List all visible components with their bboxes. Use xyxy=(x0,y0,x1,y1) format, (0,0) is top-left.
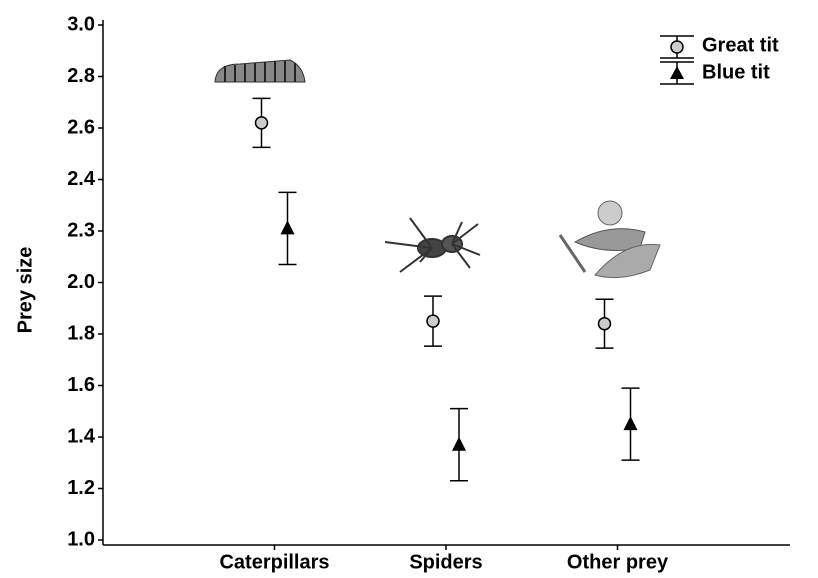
legend-label: Great tit xyxy=(702,34,779,56)
point xyxy=(452,436,466,451)
y-tick-label: 1.4 xyxy=(67,425,96,447)
y-tick-label: 2.8 xyxy=(67,65,95,87)
y-tick-label: 3.0 xyxy=(67,13,95,35)
y-axis-label: Prey size xyxy=(14,247,36,334)
x-tick-label: Other prey xyxy=(567,551,669,573)
x-tick-label: Caterpillars xyxy=(219,551,329,573)
y-tick-label: 1.0 xyxy=(67,528,95,550)
other-prey-illustration xyxy=(558,200,661,279)
y-tick-label: 1.6 xyxy=(67,374,95,396)
x-tick-label: Spiders xyxy=(409,551,482,573)
y-tick-label: 1.8 xyxy=(67,322,95,344)
point xyxy=(597,316,612,331)
point xyxy=(623,416,638,431)
y-tick-label: 1.2 xyxy=(67,477,95,499)
legend-marker xyxy=(670,66,684,79)
spider-illustration xyxy=(384,217,481,273)
point xyxy=(254,116,269,130)
y-tick-label: 2.6 xyxy=(67,116,95,138)
y-tick-label: 2.4 xyxy=(67,168,96,190)
caterpillar-illustration xyxy=(214,59,306,83)
point xyxy=(280,220,295,235)
y-tick-label: 2.3 xyxy=(67,219,95,241)
legend-marker xyxy=(670,40,684,54)
point xyxy=(426,314,440,328)
legend: Great tit Blue tit xyxy=(660,34,779,85)
y-tick-label: 2.0 xyxy=(67,271,95,293)
legend-label: Blue tit xyxy=(702,61,770,83)
